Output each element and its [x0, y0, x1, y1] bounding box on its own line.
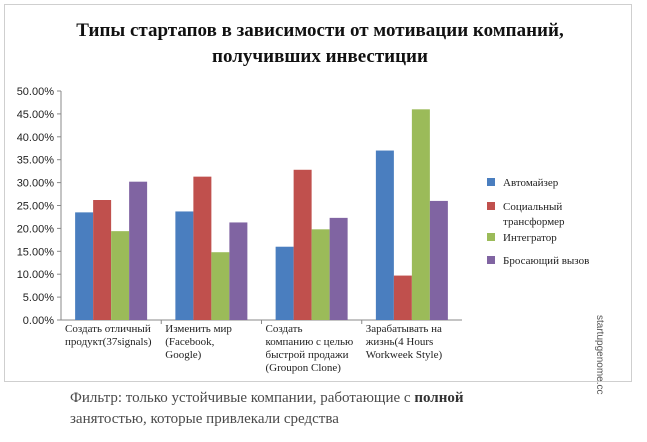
legend-swatch — [487, 233, 495, 241]
bar — [129, 181, 148, 320]
y-tick-label: 0.00% — [23, 315, 54, 327]
bar — [411, 109, 430, 320]
y-tick-label: 40.00% — [17, 132, 55, 144]
x-category-label: жизнь(4 Hours — [365, 336, 434, 348]
y-tick-label: 35.00% — [17, 155, 55, 167]
bar — [193, 176, 212, 320]
bar — [211, 252, 230, 320]
y-tick-label: 15.00% — [17, 246, 55, 258]
bar — [275, 246, 294, 320]
bar — [329, 217, 348, 320]
y-tick-label: 25.00% — [17, 201, 55, 213]
x-category-label: (Groupon Clone) — [266, 362, 342, 374]
legend-label: Социальный — [503, 201, 562, 213]
bar — [93, 200, 112, 320]
y-tick-label: 30.00% — [17, 178, 55, 190]
legend-swatch — [487, 178, 495, 186]
bar — [229, 222, 248, 320]
y-tick-label: 45.00% — [17, 109, 55, 121]
caption-text-2: занятостью, которые привлекали средства — [70, 411, 339, 427]
watermark: startupgenome.cc — [594, 315, 605, 395]
legend-swatch — [487, 202, 495, 210]
caption-bold: полной — [414, 390, 464, 406]
bar — [393, 275, 412, 320]
x-category-label: (Facebook, — [165, 336, 214, 348]
x-category-label: компанию с целью — [266, 336, 354, 348]
bar — [375, 150, 394, 320]
bar — [429, 200, 448, 320]
bar — [175, 211, 194, 320]
bar — [293, 169, 312, 320]
x-category-label: Изменить мир — [165, 323, 232, 335]
y-tick-label: 10.00% — [17, 269, 55, 281]
bar — [111, 231, 130, 320]
legend-label: Автомайзер — [503, 177, 559, 189]
y-tick-label: 20.00% — [17, 223, 55, 235]
caption-text-1: Фильтр: только устойчивые компании, рабо… — [70, 390, 415, 406]
chart-caption: Фильтр: только устойчивые компании, рабо… — [70, 388, 630, 430]
legend-label: трансформер — [503, 216, 565, 228]
x-category-label: продукт(37signals) — [65, 336, 152, 348]
bar — [75, 212, 94, 320]
y-tick-label: 50.00% — [17, 86, 55, 98]
x-category-label: быстрой продажи — [266, 349, 349, 361]
y-tick-label: 5.00% — [23, 292, 54, 304]
legend-swatch — [487, 256, 495, 264]
x-category-label: Создать — [266, 323, 303, 335]
legend-label: Интегратор — [503, 232, 557, 244]
x-category-label: Зарабатывать на — [366, 323, 442, 335]
x-category-label: Google) — [165, 349, 201, 361]
chart-title: Типы стартапов в зависимости от мотиваци… — [76, 20, 564, 67]
legend-label: Бросающий вызов — [503, 255, 589, 267]
bar — [311, 229, 330, 320]
x-category-label: Workweek Style) — [366, 349, 443, 361]
x-category-label: Создать отличный — [65, 323, 151, 335]
